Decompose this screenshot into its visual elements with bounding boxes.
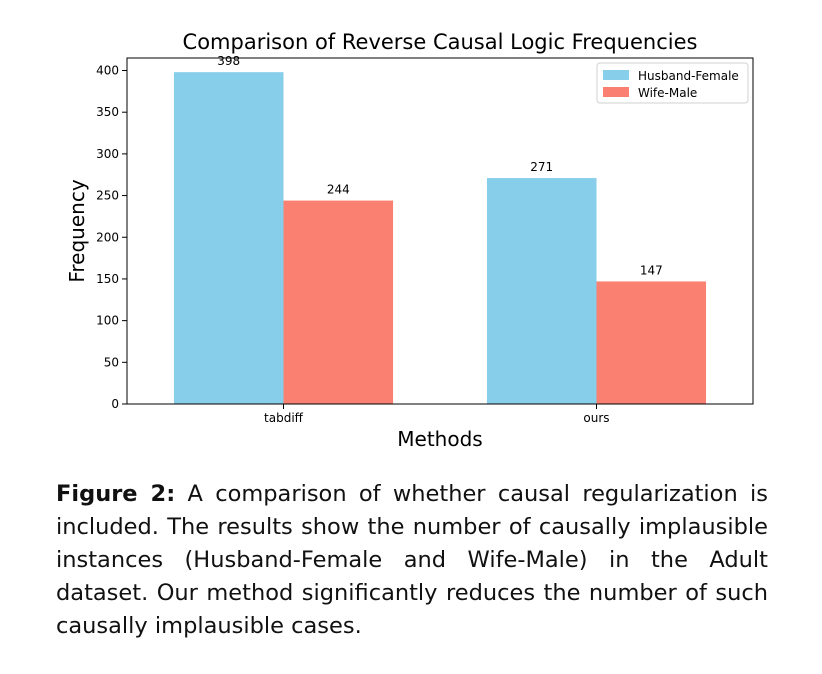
y-tick-label: 100 xyxy=(96,314,119,328)
legend-entry: Husband-Female xyxy=(638,69,739,83)
x-axis-label: Methods xyxy=(397,427,482,451)
caption-label: Figure 2: xyxy=(56,481,176,507)
x-tick-label: tabdiff xyxy=(264,411,304,425)
caption-text: A comparison of whether causal regulariz… xyxy=(56,481,768,639)
data-label: 398 xyxy=(217,54,240,68)
data-label: 147 xyxy=(640,263,663,277)
y-tick-label: 200 xyxy=(96,230,119,244)
legend-entry: Wife-Male xyxy=(638,86,697,100)
y-tick-label: 250 xyxy=(96,189,119,203)
y-tick-label: 350 xyxy=(96,105,119,119)
axes-frame xyxy=(126,57,754,405)
figure-caption: Figure 2: A comparison of whether causal… xyxy=(56,478,768,643)
legend: Husband-Female Wife-Male xyxy=(596,62,749,104)
bar-chart: Comparison of Reverse Causal Logic Frequ… xyxy=(65,30,754,451)
legend-swatch xyxy=(603,87,629,97)
y-tick-label: 300 xyxy=(96,147,119,161)
x-tick-label: ours xyxy=(583,411,609,425)
plot-area: 398 271 244 147 0 50 100 150 200 250 300 350 400 tabd… xyxy=(96,54,754,425)
legend-box xyxy=(596,62,749,104)
chart-title: Comparison of Reverse Causal Logic Frequ… xyxy=(183,30,698,54)
data-label: 244 xyxy=(327,183,350,197)
bar-tabdiff-husband-female xyxy=(173,72,284,404)
bar-tabdiff-wife-male xyxy=(283,200,394,404)
y-tick-label: 400 xyxy=(96,64,119,78)
bar-ours-wife-male xyxy=(596,281,707,404)
y-axis-label: Frequency xyxy=(65,179,89,282)
y-tick-label: 50 xyxy=(104,355,119,369)
y-tick-label: 150 xyxy=(96,272,119,286)
legend-swatch xyxy=(603,70,629,80)
bar-ours-husband-female xyxy=(486,178,597,404)
y-tick-label: 0 xyxy=(111,397,119,411)
data-label: 271 xyxy=(530,160,553,174)
